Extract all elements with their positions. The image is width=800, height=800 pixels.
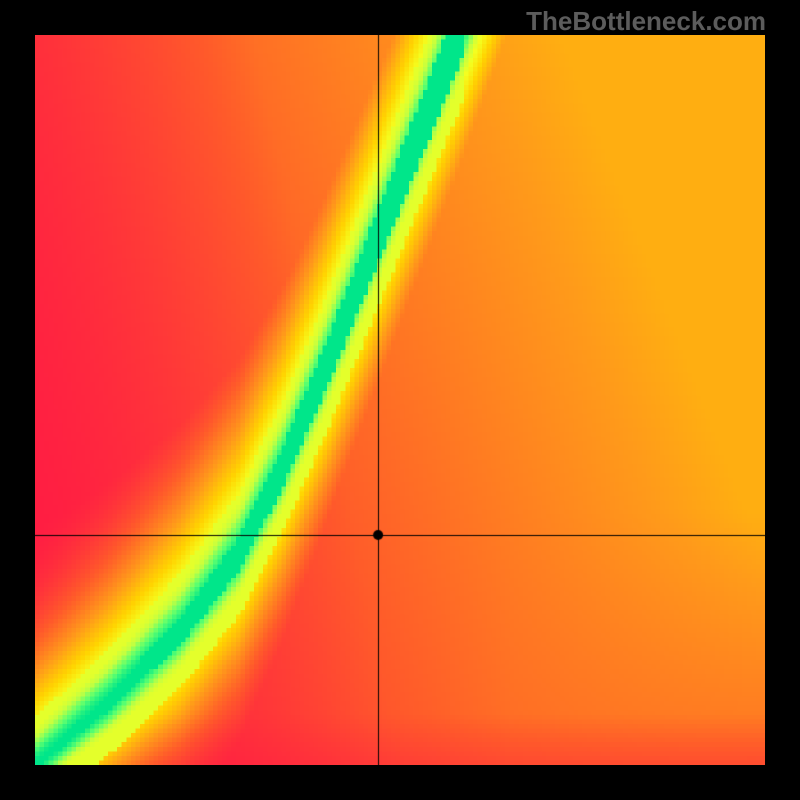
watermark-text: TheBottleneck.com (526, 6, 766, 37)
chart-container: TheBottleneck.com (0, 0, 800, 800)
crosshair-overlay (35, 35, 765, 765)
